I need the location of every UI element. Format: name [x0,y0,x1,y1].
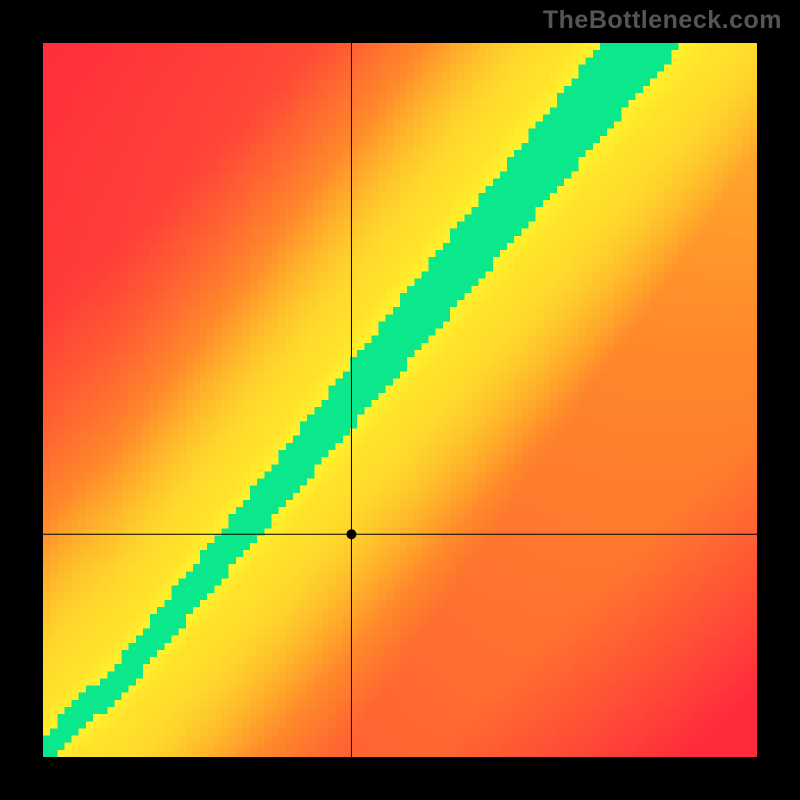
watermark-text: TheBottleneck.com [543,6,782,35]
bottleneck-heatmap [43,43,757,757]
chart-frame: TheBottleneck.com [0,0,800,800]
